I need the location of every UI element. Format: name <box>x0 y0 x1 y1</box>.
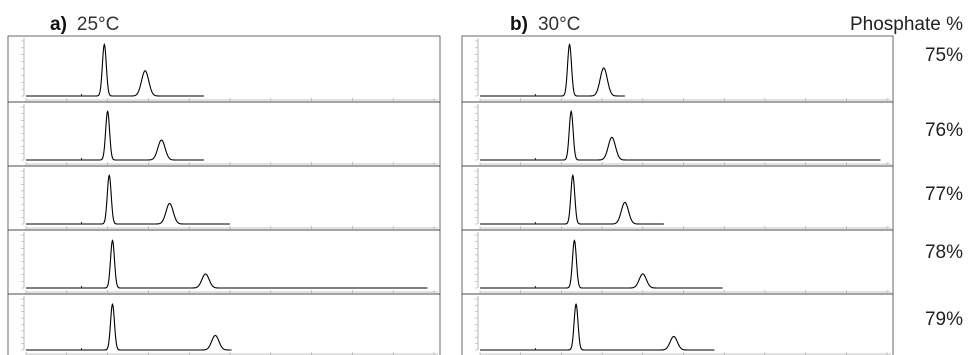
phosphate-header: Phosphate % <box>849 14 963 35</box>
chromatogram-trace-a-76 <box>26 110 204 161</box>
panel-b-title: b) 30°C <box>510 14 580 36</box>
phosphate-label-77: 77% <box>924 184 963 205</box>
chromatogram-trace-b-75 <box>480 43 625 97</box>
panel-1-frame-4 <box>461 293 894 355</box>
chromatogram-trace-b-76 <box>480 110 881 161</box>
chromatogram-trace-a-78 <box>26 239 428 289</box>
phosphate-label-76: 76% <box>924 120 963 141</box>
chromatogram-trace-a-79 <box>26 303 232 351</box>
panel-a-title: a) 25°C <box>50 14 119 36</box>
phosphate-label-79: 79% <box>924 309 963 330</box>
chromatogram-trace-b-79 <box>480 303 715 351</box>
chromatogram-trace-b-78 <box>480 239 723 289</box>
panel-a-letter: a) <box>50 14 67 35</box>
panel-1-frame-2 <box>461 165 894 231</box>
panel-1-frame-3 <box>461 229 894 295</box>
panel-0-frame-4 <box>7 293 441 355</box>
panel-1-frame-1 <box>461 101 894 167</box>
phosphate-label-78: 78% <box>924 242 963 263</box>
panel-0-frame-1 <box>7 101 441 167</box>
panel-0-frame-2 <box>7 165 441 231</box>
panel-a-temperature: 25°C <box>76 14 120 35</box>
panel-0-frame-0 <box>7 35 441 103</box>
phosphate-label-75: 75% <box>924 45 963 66</box>
chromatogram-trace-b-77 <box>480 174 664 225</box>
chromatogram-trace-a-75 <box>26 43 204 97</box>
panel-b-letter: b) <box>510 14 528 35</box>
panel-1-frame-0 <box>461 35 894 103</box>
chromatogram-trace-a-77 <box>26 174 230 225</box>
panel-0-frame-3 <box>7 229 441 295</box>
panel-b-temperature: 30°C <box>537 14 581 35</box>
